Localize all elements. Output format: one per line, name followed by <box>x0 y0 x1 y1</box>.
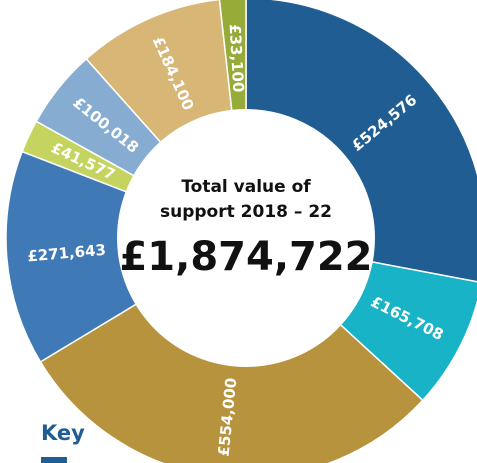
center-title-line-2: support 2018 – 22 <box>160 202 332 222</box>
donut-slice-label: £33,100 <box>226 24 248 93</box>
center-total-value: £1,874,722 <box>119 234 372 280</box>
donut-center: Total value of support 2018 – 22 £1,874,… <box>117 109 375 367</box>
donut-slices <box>5 0 477 463</box>
center-title-line-1: Total value of <box>181 177 311 197</box>
key-heading: Key <box>41 421 85 445</box>
donut-hole <box>117 109 375 367</box>
key-swatch <box>41 457 67 463</box>
